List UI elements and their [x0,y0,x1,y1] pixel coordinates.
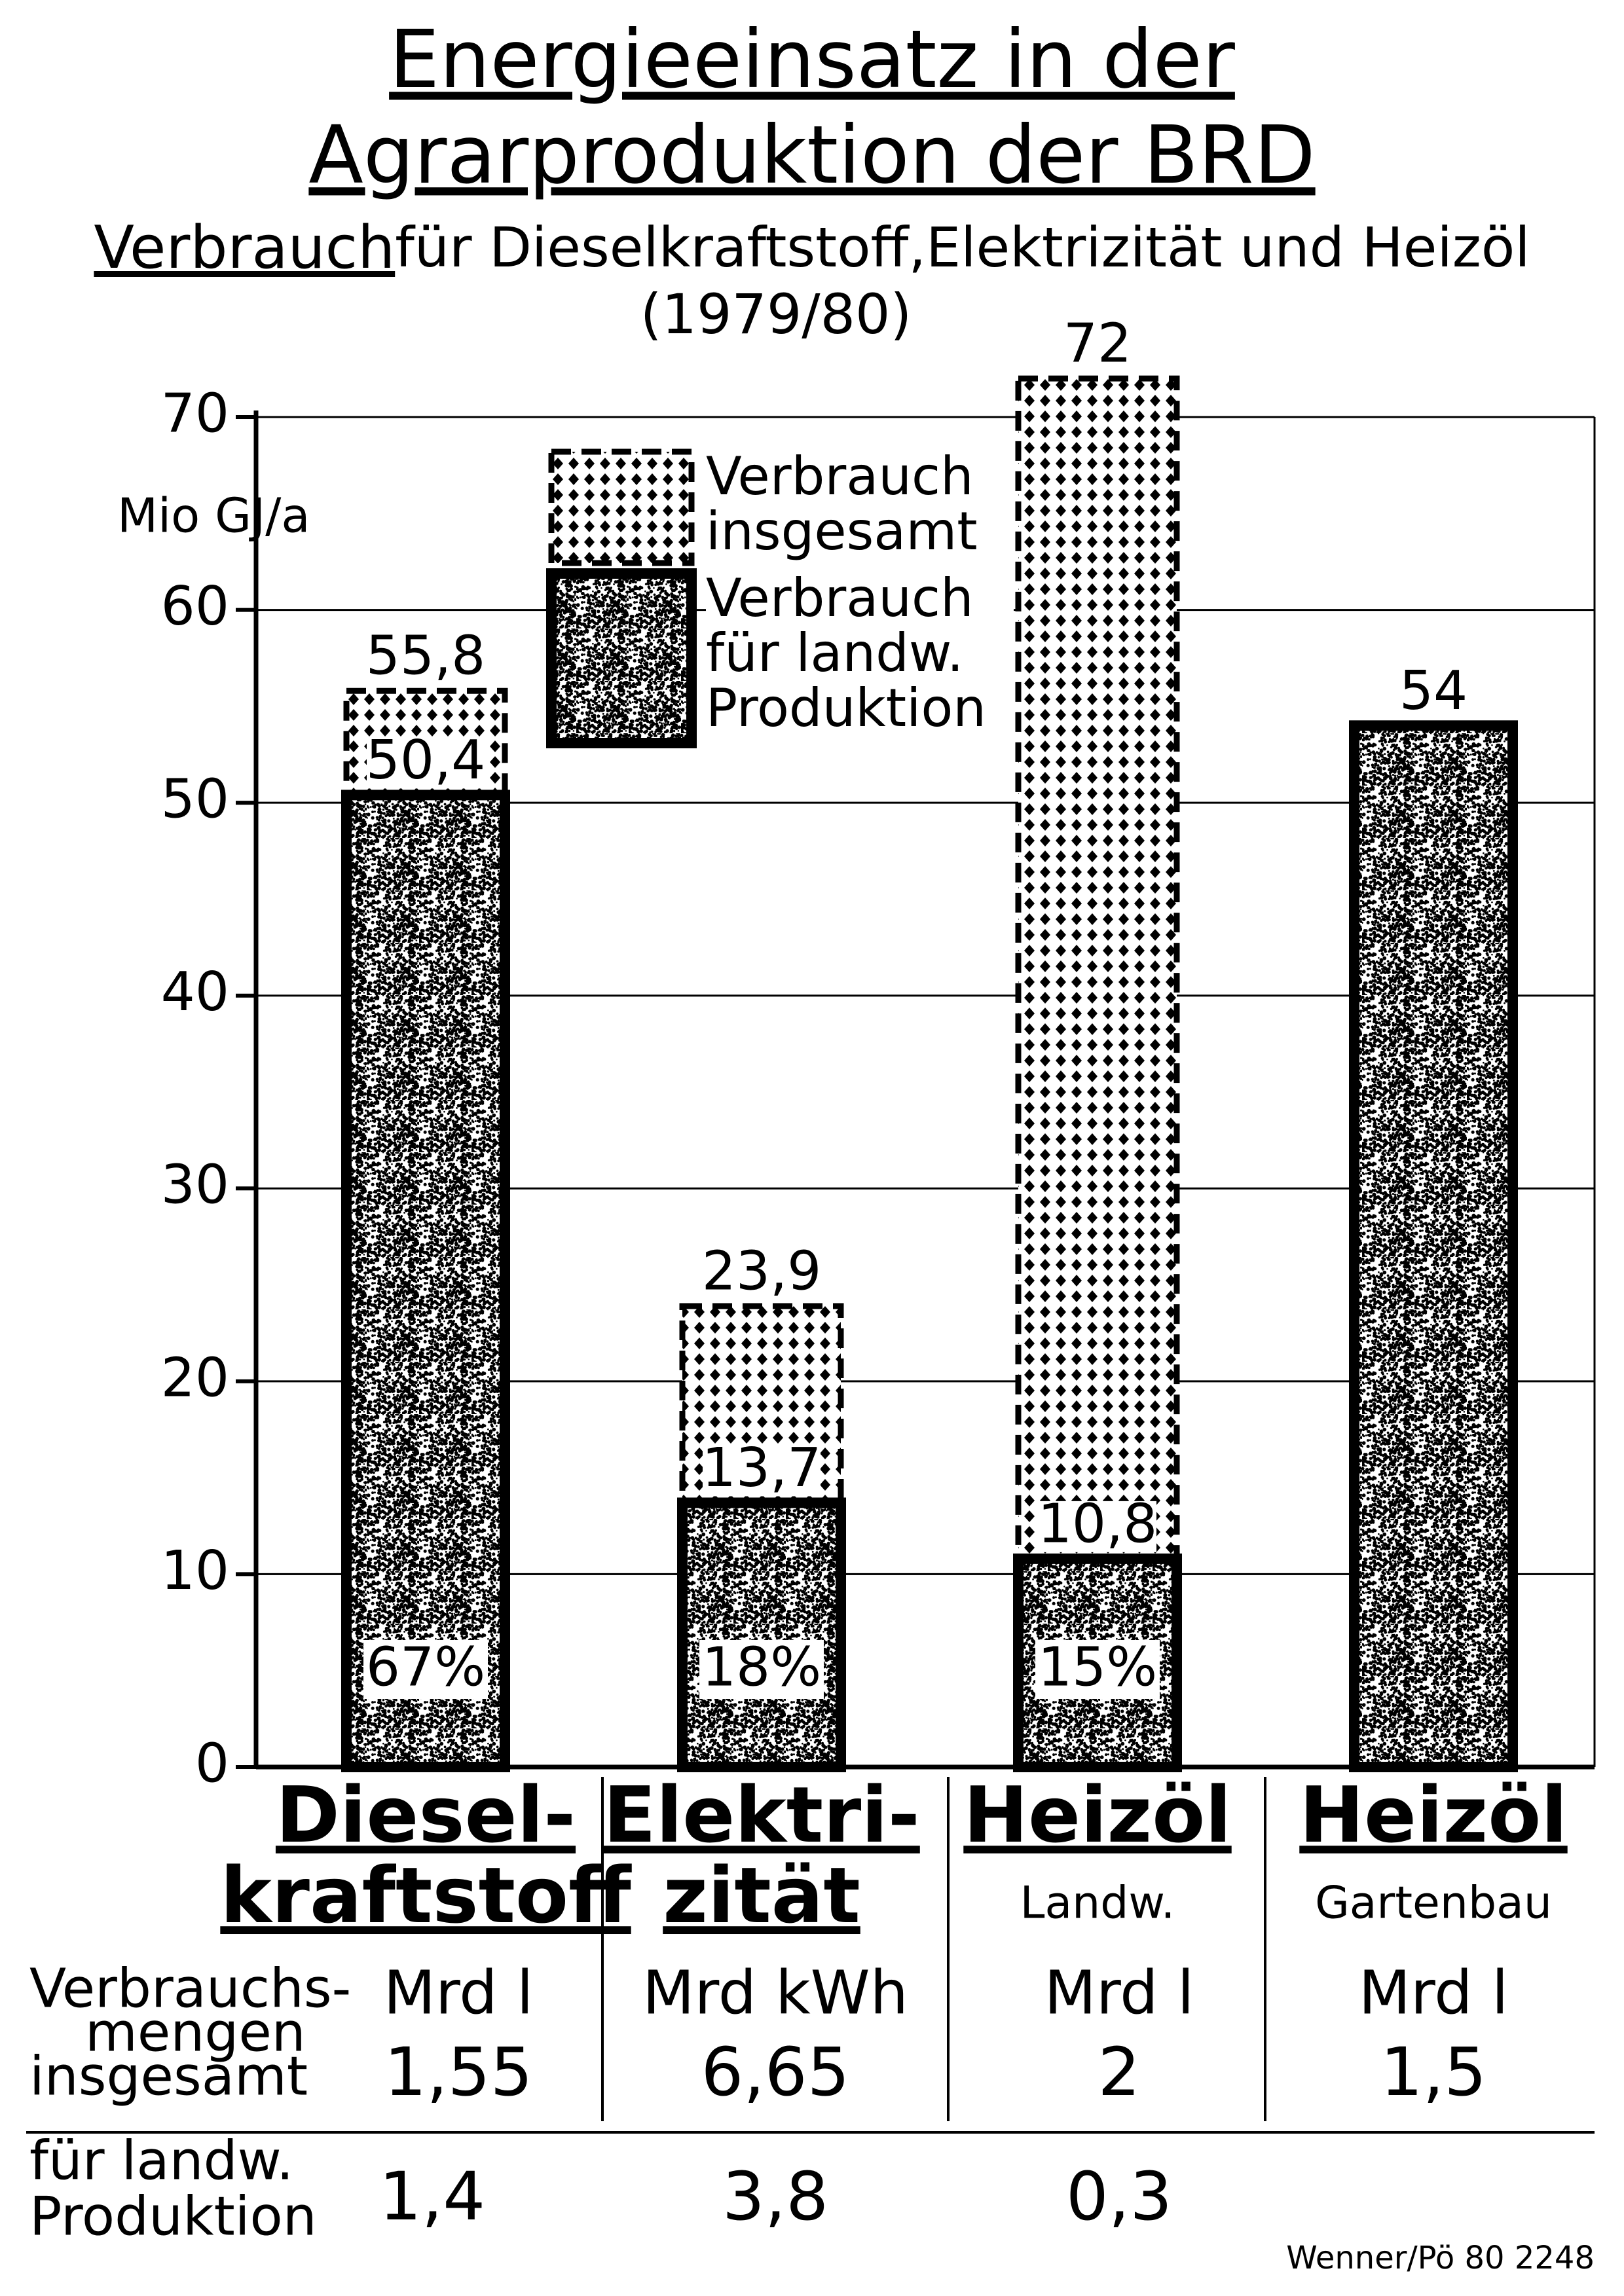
row-label: mengen [85,2001,306,2064]
legend-entry: Verbrauch für landw. Produktion [706,571,1014,736]
value-label: 50,4 [366,729,486,792]
y-axis-label: Mio GJ/a [117,488,310,543]
table-cell: 6,65 [701,2033,849,2111]
x-sublabel: Gartenbau [1315,1878,1552,1929]
row-label: für landw. [29,2130,293,2192]
chart-period: (1979/80) [640,282,912,346]
legend-label: Verbrauch für landw. Produktion [706,571,1014,736]
value-label: 55,8 [366,625,486,687]
legend-swatch [548,448,695,566]
value-label: 54 [1399,660,1467,722]
label-bg [703,1445,821,1497]
x-tick-label: Elektri- [603,1770,920,1860]
x-tick-label: Heizöl [1299,1770,1567,1860]
bar [1349,720,1518,1772]
x-tick-label: Diesel- [276,1770,576,1860]
value-label: 72 [1063,313,1132,375]
table-cell: 1,4 [379,2158,485,2236]
unit-label: Mrd kWh [642,1958,908,2028]
share-label: 18% [702,1636,821,1698]
row-label: Produktion [29,2185,317,2248]
bar [677,1497,846,1773]
row-label: insgesamt [29,2045,308,2107]
chart-title: Energieeinsatz in der [389,13,1236,106]
y-tick-label: 30 [161,1154,229,1216]
y-tick-label: 50 [161,769,229,831]
legend-entry: Verbrauch insgesamt [706,449,978,562]
subtitle-text: für Dieselkraftstoff,Elektrizität und He… [395,215,1530,280]
legend-swatch [546,568,697,748]
credit: Wenner/Pö 80 2248 [1286,2240,1595,2276]
y-tick-label: 10 [161,1540,229,1602]
table-cell: 3,8 [722,2158,828,2236]
unit-label: Mrd l [384,1958,534,2028]
row-label: Verbrauchs- [29,1958,351,2020]
table-cell: 0,3 [1066,2158,1172,2236]
y-tick-label: 70 [161,382,229,445]
table-cell: 1,55 [384,2033,532,2111]
unit-label: Mrd l [1044,1958,1194,2028]
table-cell: 1,5 [1380,2033,1486,2111]
label-bg [363,1640,488,1699]
y-tick-label: 0 [195,1732,229,1795]
subtitle-lead: Verbrauch [94,213,395,282]
chart-subtitle: Verbrauchfür Dieselkraftstoff,Elektrizit… [94,213,1530,282]
share-label: 15% [1038,1636,1157,1698]
x-tick-label: zität [663,1850,860,1941]
share-label: 67% [366,1636,485,1698]
chart-title: Agrarproduktion der BRD [308,109,1315,202]
unit-label: Mrd l [1359,1958,1509,2028]
label-bg [367,737,485,789]
legend-label: Verbrauch insgesamt [706,449,978,562]
label-bg [1039,1501,1156,1552]
y-tick-label: 40 [161,961,229,1023]
bar [341,790,510,1772]
value-label: 10,8 [1038,1493,1158,1555]
x-sublabel: Landw. [1020,1878,1175,1929]
value-label: 13,7 [702,1437,822,1499]
x-tick-label: Heizöl [963,1770,1231,1860]
y-tick-label: 60 [161,575,229,638]
label-bg [1035,1640,1160,1699]
x-tick-label: kraftstoff [220,1850,632,1941]
y-tick-label: 20 [161,1347,229,1409]
table-cell: 2 [1098,2033,1141,2111]
value-label: 23,9 [702,1240,822,1302]
label-bg [699,1640,824,1699]
